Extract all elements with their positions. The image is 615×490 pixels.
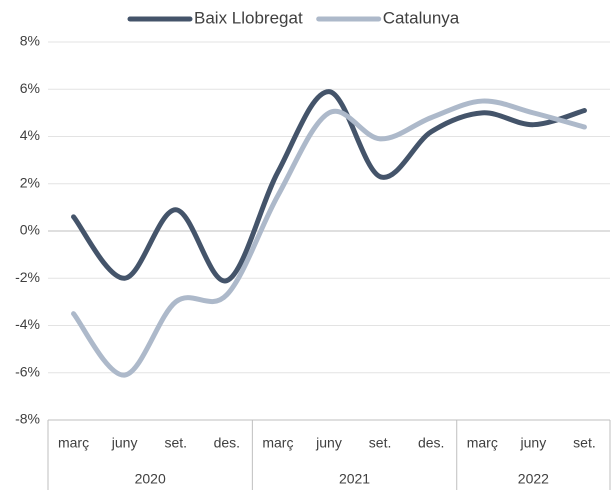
x-group-label: 2021 <box>339 471 370 487</box>
x-tick-label: set. <box>573 435 596 451</box>
y-tick-label: 2% <box>20 174 40 190</box>
y-tick-label: 8% <box>20 33 40 49</box>
x-tick-label: març <box>467 435 498 451</box>
y-tick-label: 6% <box>20 80 40 96</box>
series-line <box>71 89 587 284</box>
x-tick-label: juny <box>520 435 547 451</box>
y-tick-label: 4% <box>20 127 40 143</box>
y-tick-label: -8% <box>15 411 40 427</box>
x-tick-label: juny <box>111 435 138 451</box>
x-group-label: 2020 <box>135 471 166 487</box>
y-tick-label: 0% <box>20 222 40 238</box>
x-tick-label: març <box>262 435 293 451</box>
y-tick-label: -6% <box>15 363 40 379</box>
x-tick-label: març <box>58 435 89 451</box>
legend-label: Catalunya <box>383 8 460 27</box>
x-tick-label: set. <box>164 435 187 451</box>
x-tick-label: des. <box>418 435 444 451</box>
y-tick-label: -2% <box>15 269 40 285</box>
x-tick-label: set. <box>369 435 392 451</box>
x-group-label: 2022 <box>518 471 549 487</box>
legend-label: Baix Llobregat <box>194 8 303 27</box>
y-tick-label: -4% <box>15 316 40 332</box>
series-line <box>71 98 587 378</box>
x-tick-label: juny <box>315 435 342 451</box>
x-tick-label: des. <box>214 435 240 451</box>
